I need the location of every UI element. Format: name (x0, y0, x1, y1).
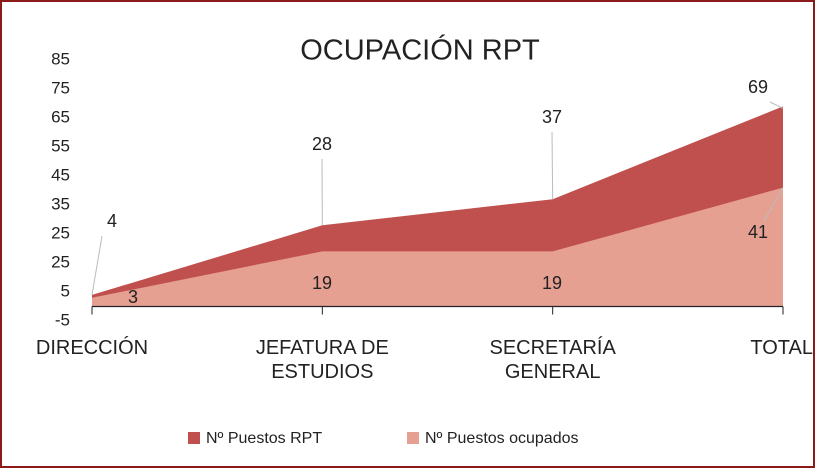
legend-swatch (407, 432, 419, 444)
y-tick-label: 35 (51, 194, 70, 213)
data-label: 28 (312, 134, 332, 154)
leader-line (551, 131, 554, 200)
x-tick-label: JEFATURA DE ESTUDIOS (255, 337, 389, 383)
leader-line (763, 187, 784, 222)
data-label: 4 (107, 211, 117, 231)
y-tick-label: 45 (51, 165, 70, 184)
y-tick-label: 65 (51, 107, 70, 126)
y-tick-label: 5 (61, 281, 70, 300)
y-tick-label: -5 (55, 310, 70, 329)
legend-swatch (188, 432, 200, 444)
x-tick-label: SECRETARÍA GENERAL (489, 337, 616, 383)
leader-line (769, 101, 784, 109)
y-tick-label: 75 (51, 78, 70, 97)
y-tick-label: 85 (51, 49, 70, 68)
data-label: 19 (542, 273, 562, 293)
x-tick-label: TOTAL (750, 337, 813, 359)
y-tick-label: 55 (51, 136, 70, 155)
data-label: 41 (748, 222, 768, 242)
area (92, 187, 783, 307)
data-label: 37 (542, 107, 562, 127)
chart-title: OCUPACIÓN RPT (300, 34, 540, 67)
y-tick-label: 25 (51, 223, 70, 242)
x-tick-label: DIRECCIÓN (35, 337, 149, 359)
legend-label: Nº Puestos RPT (206, 430, 322, 447)
y-tick-label: 25 (51, 252, 70, 271)
leader-line (91, 235, 103, 295)
data-label: 19 (312, 273, 332, 293)
legend-label: Nº Puestos ocupados (425, 430, 579, 447)
data-label: 3 (128, 287, 138, 307)
data-label: 69 (748, 77, 768, 97)
